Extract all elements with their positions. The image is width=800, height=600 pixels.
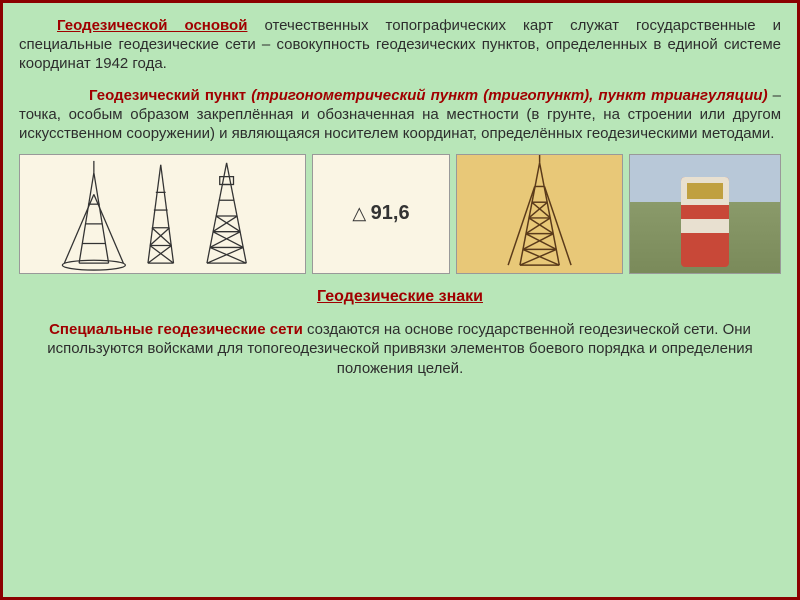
img-single-tower [456, 154, 623, 274]
para3-lead: Специальные геодезические сети [49, 321, 303, 338]
elevation-value: 91,6 [371, 202, 410, 224]
img-marker-post [629, 154, 781, 274]
signs-title: Геодезические знаки [19, 288, 781, 306]
paragraph-1: Геодезической основой отечественных топо… [19, 17, 781, 73]
paragraph-2: Геодезический пункт (тригонометрический … [19, 87, 781, 143]
marker-pillar-icon [681, 177, 729, 267]
img-elevation-mark: △ 91,6 [312, 154, 449, 274]
paragraph-3: Специальные геодезические сети создаются… [19, 320, 781, 379]
para1-lead: Геодезической основой [57, 17, 247, 34]
marker-plate-icon [687, 183, 723, 199]
elevation-symbol: △ [352, 203, 366, 223]
para2-term-paren: (тригонометрический пункт (тригопункт), … [246, 87, 767, 104]
image-row: △ 91,6 [19, 154, 781, 274]
para2-term-main: Геодезический пункт [89, 87, 246, 104]
img-triangulation-towers [19, 154, 306, 274]
slide: Геодезической основой отечественных топо… [0, 0, 800, 600]
